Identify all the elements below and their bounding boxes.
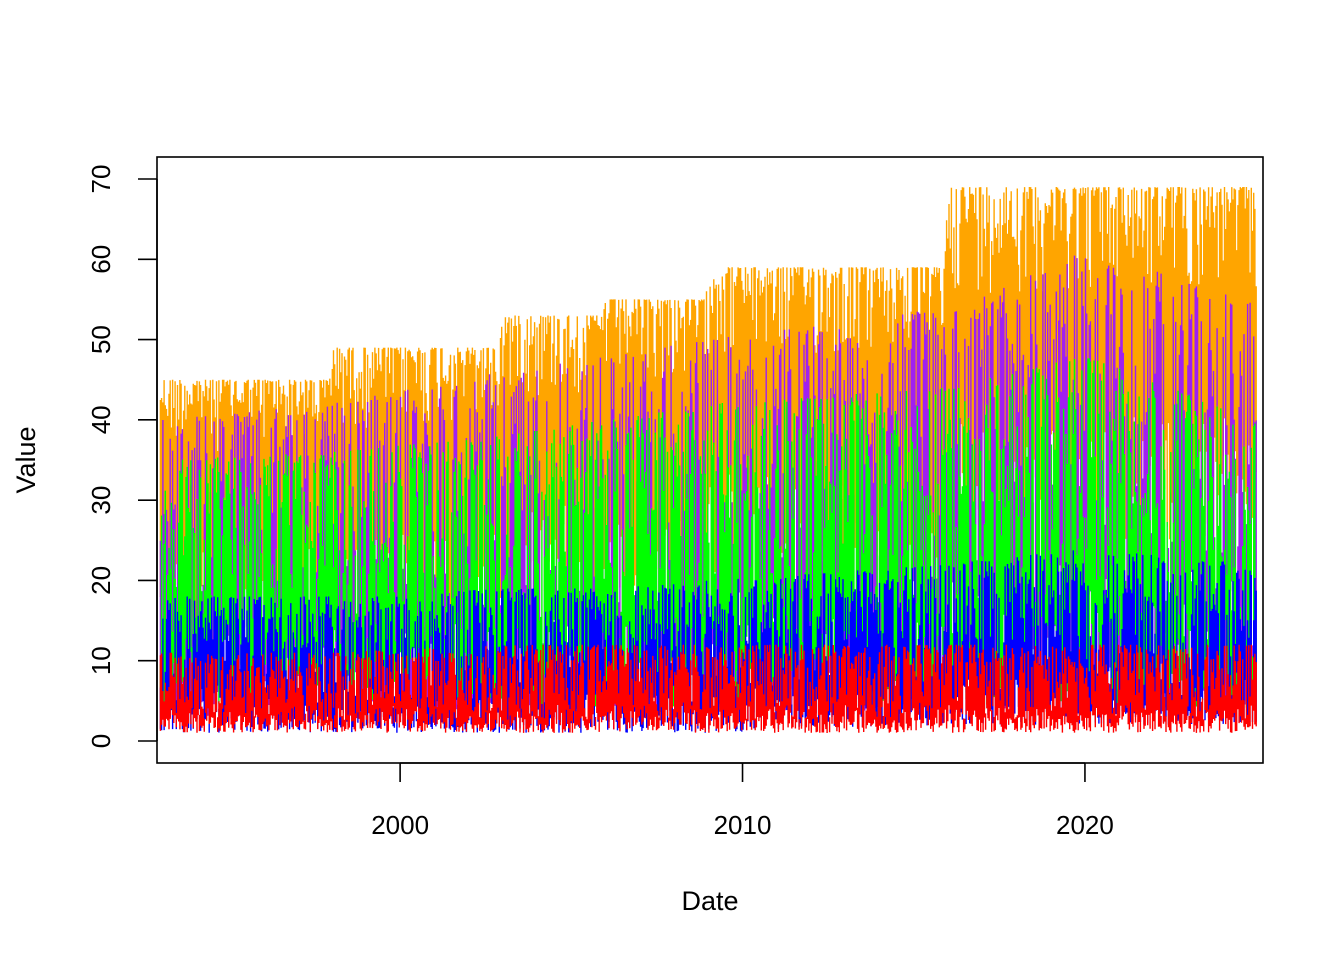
y-tick-label: 30: [86, 486, 116, 515]
x-tick-label: 2020: [1056, 810, 1114, 840]
y-tick-label: 0: [86, 734, 116, 748]
y-axis-title: Value: [11, 426, 41, 493]
x-axis-title: Date: [681, 886, 738, 916]
y-tick-label: 20: [86, 566, 116, 595]
y-tick-label: 50: [86, 325, 116, 354]
y-tick-label: 60: [86, 245, 116, 274]
x-axis: 2000 2010 2020: [371, 762, 1114, 840]
y-tick-label: 10: [86, 646, 116, 675]
x-tick-label: 2000: [371, 810, 429, 840]
data-series-group: [159, 187, 1257, 733]
y-tick-label: 70: [86, 165, 116, 194]
x-tick-label: 2010: [714, 810, 772, 840]
series-line: [159, 644, 1257, 733]
y-tick-label: 40: [86, 405, 116, 434]
y-axis: 0 10 20 30 40 50 60 70: [86, 165, 158, 748]
